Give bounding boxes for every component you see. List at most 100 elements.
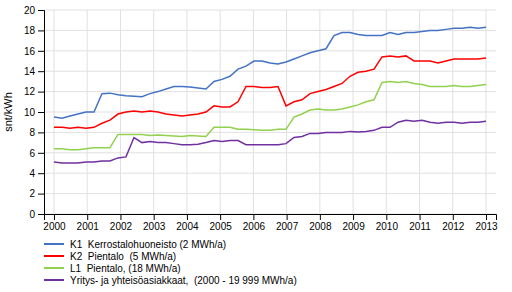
y-tick-mark xyxy=(38,30,44,31)
y-tick-label: 18 xyxy=(24,25,36,36)
x-tick-label: 2000 xyxy=(43,221,66,232)
grid-line-y xyxy=(44,173,496,174)
x-tick: 2012 xyxy=(442,214,465,232)
grid-line-y xyxy=(44,71,496,72)
x-tick-label: 2004 xyxy=(176,221,199,232)
y-tick: 10 xyxy=(24,107,44,118)
x-tick-label: 2002 xyxy=(110,221,133,232)
y-tick-mark xyxy=(38,214,44,215)
x-tick: 2000 xyxy=(43,214,66,232)
y-tick-mark xyxy=(38,10,44,11)
x-tick-label: 2008 xyxy=(309,221,332,232)
y-tick: 12 xyxy=(24,86,44,97)
legend-swatch xyxy=(44,243,64,245)
y-tick-label: 4 xyxy=(29,168,35,179)
x-tick-mark xyxy=(187,214,188,220)
y-tick-label: 12 xyxy=(24,86,36,97)
x-tick: 2005 xyxy=(210,214,233,232)
legend-label: L1 Pientalo, (18 MWh/a) xyxy=(70,263,181,274)
series-line xyxy=(54,81,486,149)
x-tick-mark xyxy=(120,214,121,220)
x-tick: 2001 xyxy=(77,214,100,232)
x-tick: 2009 xyxy=(342,214,365,232)
x-tick: 2010 xyxy=(376,214,399,232)
x-tick-label: 2005 xyxy=(210,221,233,232)
x-tick: 2011 xyxy=(409,214,431,232)
grid-line-y xyxy=(44,10,496,11)
x-tick-mark xyxy=(220,214,221,220)
legend-swatch xyxy=(44,255,64,257)
grid-line-y xyxy=(44,132,496,133)
x-tick: 2002 xyxy=(110,214,133,232)
x-tick: 2003 xyxy=(143,214,166,232)
x-tick-label: 2012 xyxy=(442,221,465,232)
plot-area xyxy=(54,27,486,163)
x-tick-label: 2003 xyxy=(143,221,166,232)
x-tick-label: 2010 xyxy=(376,221,399,232)
legend-item: K2 Pientalo (5 MWh/a) xyxy=(44,251,176,262)
legend-item: Yritys- ja yhteisöasiakkaat, (2000 - 19 … xyxy=(44,275,297,286)
x-tick-label: 2007 xyxy=(276,221,299,232)
x-tick-mark xyxy=(486,214,487,220)
x-axis-line xyxy=(45,215,497,221)
y-tick: 16 xyxy=(24,46,44,57)
y-tick-label: 14 xyxy=(24,66,36,77)
y-tick-mark xyxy=(38,194,44,195)
x-tick-mark xyxy=(386,214,387,220)
y-tick: 4 xyxy=(29,168,44,179)
y-tick-mark xyxy=(38,153,44,154)
legend-item: L1 Pientalo, (18 MWh/a) xyxy=(44,263,181,274)
y-tick-mark xyxy=(38,92,44,93)
x-tick-label: 2011 xyxy=(409,221,431,232)
x-tick: 2004 xyxy=(176,214,199,232)
y-tick-label: 10 xyxy=(24,107,36,118)
x-tick-mark xyxy=(420,214,421,220)
legend-label: K1 Kerrostalohuoneisto (2 MWh/a) xyxy=(70,239,226,250)
legend-label: Yritys- ja yhteisöasiakkaat, (2000 - 19 … xyxy=(70,275,297,286)
y-tick-mark xyxy=(38,51,44,52)
grid-line-y xyxy=(44,112,496,113)
grid xyxy=(44,10,496,214)
y-axis: 0 2 4 6 8 10 12 14 16 18 20 xyxy=(24,5,45,220)
y-tick-label: 2 xyxy=(29,188,35,199)
x-tick: 2006 xyxy=(243,214,266,232)
legend-swatch xyxy=(44,267,64,269)
legend-swatch xyxy=(44,279,64,281)
y-tick-mark xyxy=(38,132,44,133)
x-tick-mark xyxy=(320,214,321,220)
x-tick-label: 2009 xyxy=(342,221,365,232)
y-tick: 6 xyxy=(29,148,44,159)
y-tick-label: 16 xyxy=(24,46,36,57)
y-tick: 18 xyxy=(24,25,44,36)
y-axis-line xyxy=(38,11,45,215)
x-tick-mark xyxy=(154,214,155,220)
series-line xyxy=(54,56,486,128)
y-tick-label: 0 xyxy=(29,209,35,220)
y-tick-mark xyxy=(38,173,44,174)
legend-label: K2 Pientalo (5 MWh/a) xyxy=(70,251,176,262)
y-tick-label: 8 xyxy=(29,127,35,138)
grid-line-y xyxy=(44,152,496,153)
x-tick-label: 2001 xyxy=(77,221,100,232)
x-tick-mark xyxy=(54,214,55,220)
y-tick: 2 xyxy=(29,188,44,199)
grid-line-y xyxy=(44,91,496,92)
x-tick-label: 2006 xyxy=(243,221,266,232)
legend: K1 Kerrostalohuoneisto (2 MWh/a)K2 Pient… xyxy=(44,239,297,286)
y-tick-mark xyxy=(38,71,44,72)
series-line xyxy=(54,27,486,118)
grid-line-y xyxy=(44,193,496,194)
y-tick: 0 xyxy=(29,209,44,220)
x-axis: 2000 2001 2002 2003 2004 2005 2006 2007 2008 2009… xyxy=(43,214,498,232)
y-tick: 8 xyxy=(29,127,44,138)
series-line xyxy=(54,120,486,163)
y-tick-label: 6 xyxy=(29,148,35,159)
legend-item: K1 Kerrostalohuoneisto (2 MWh/a) xyxy=(44,239,226,250)
y-tick: 14 xyxy=(24,66,44,77)
y-tick: 20 xyxy=(24,5,44,16)
x-tick-mark xyxy=(87,214,88,220)
x-tick: 2013 xyxy=(475,214,498,232)
y-tick-mark xyxy=(38,112,44,113)
y-tick-label: 20 xyxy=(24,5,36,16)
x-tick-mark xyxy=(353,214,354,220)
